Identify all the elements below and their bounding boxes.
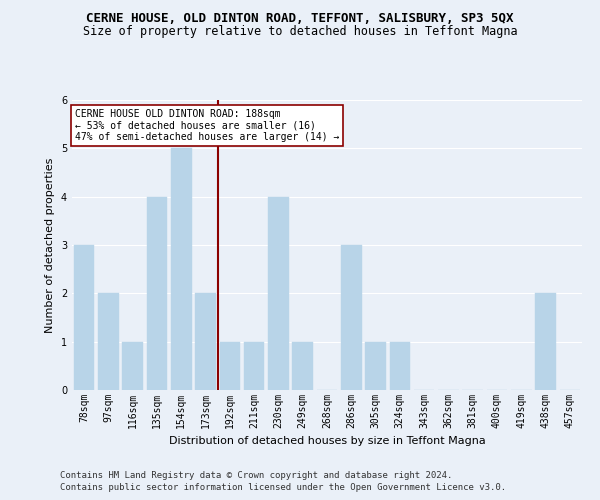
Bar xyxy=(98,294,119,390)
Bar xyxy=(220,342,240,390)
Bar xyxy=(292,342,313,390)
Text: CERNE HOUSE OLD DINTON ROAD: 188sqm
← 53% of detached houses are smaller (16)
47: CERNE HOUSE OLD DINTON ROAD: 188sqm ← 53… xyxy=(74,108,339,142)
Bar xyxy=(268,196,289,390)
Bar xyxy=(365,342,386,390)
Bar xyxy=(535,294,556,390)
Bar xyxy=(389,342,410,390)
Y-axis label: Number of detached properties: Number of detached properties xyxy=(46,158,55,332)
Bar xyxy=(244,342,265,390)
Bar xyxy=(171,148,191,390)
Text: Contains public sector information licensed under the Open Government Licence v3: Contains public sector information licen… xyxy=(60,484,506,492)
Bar xyxy=(74,245,94,390)
Bar xyxy=(146,196,167,390)
Text: CERNE HOUSE, OLD DINTON ROAD, TEFFONT, SALISBURY, SP3 5QX: CERNE HOUSE, OLD DINTON ROAD, TEFFONT, S… xyxy=(86,12,514,26)
Text: Size of property relative to detached houses in Teffont Magna: Size of property relative to detached ho… xyxy=(83,25,517,38)
Bar xyxy=(122,342,143,390)
Bar xyxy=(341,245,362,390)
X-axis label: Distribution of detached houses by size in Teffont Magna: Distribution of detached houses by size … xyxy=(169,436,485,446)
Text: Contains HM Land Registry data © Crown copyright and database right 2024.: Contains HM Land Registry data © Crown c… xyxy=(60,471,452,480)
Bar xyxy=(195,294,216,390)
